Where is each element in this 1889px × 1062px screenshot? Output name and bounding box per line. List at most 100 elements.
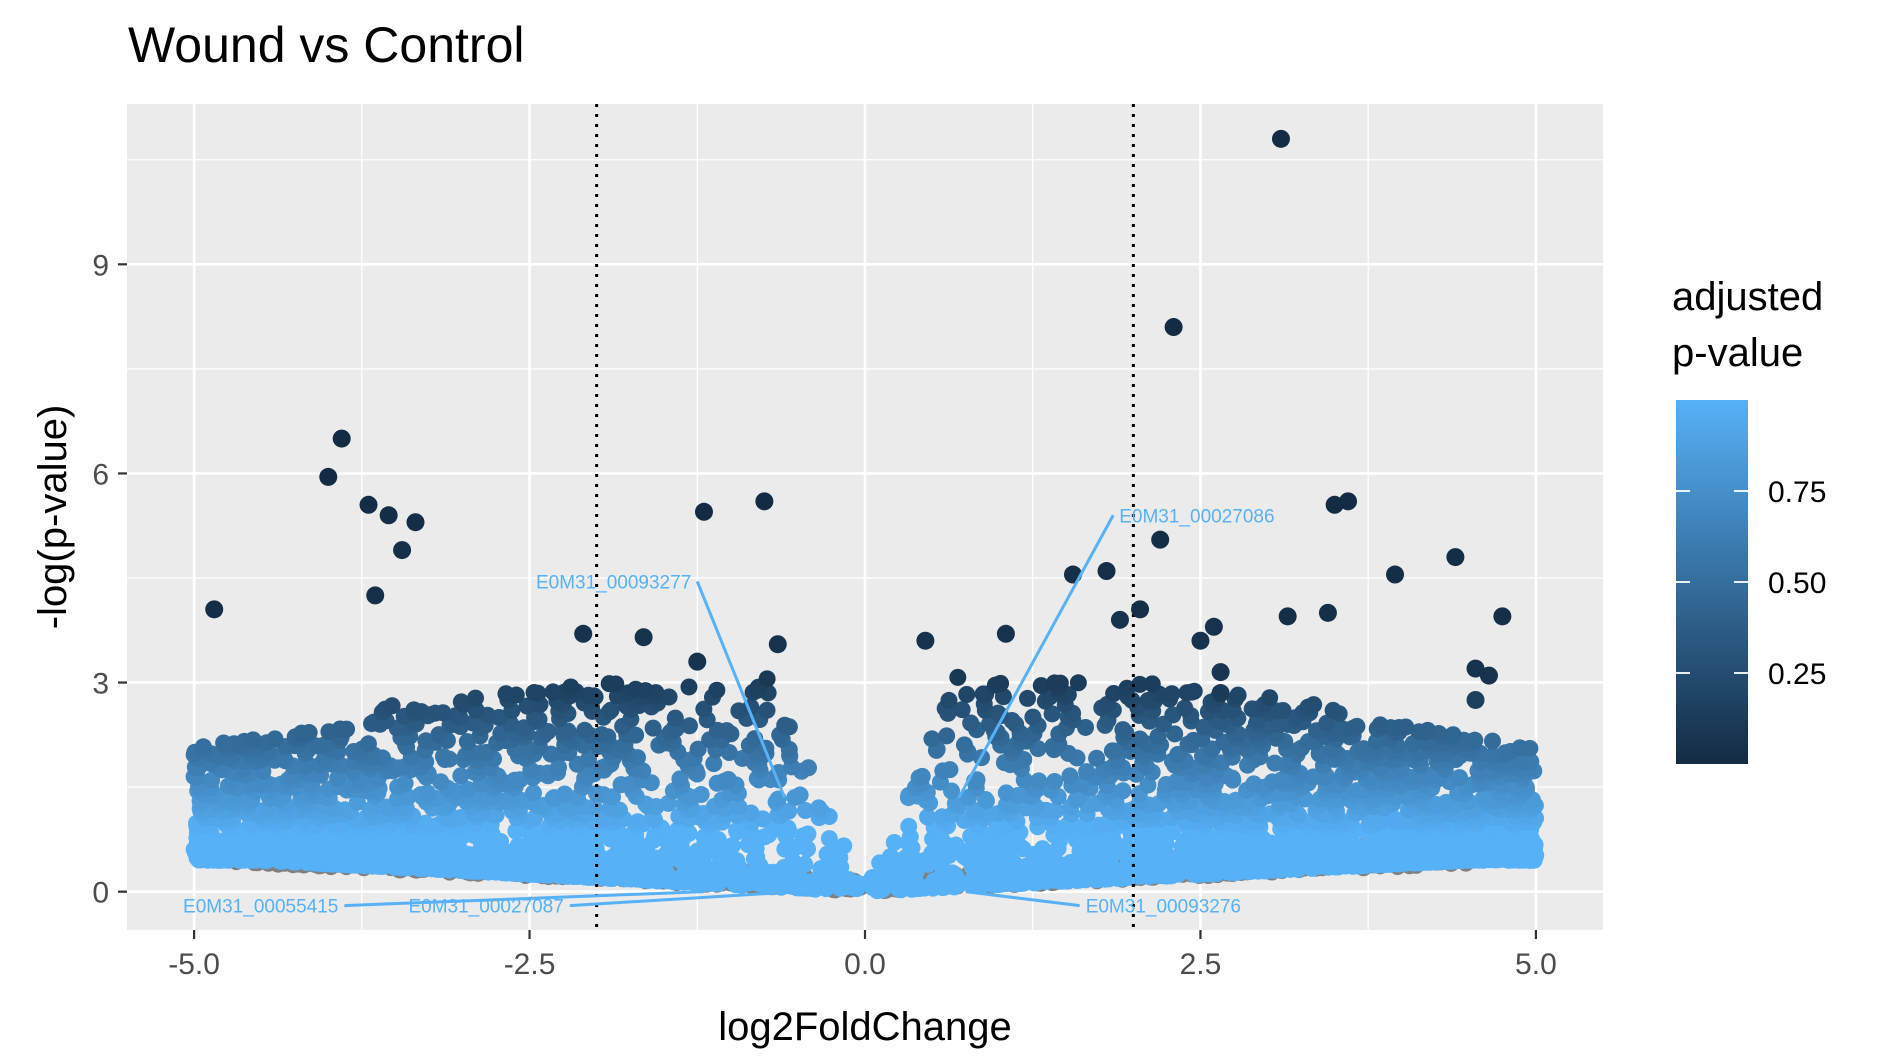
data-point [776, 716, 794, 734]
data-point [244, 731, 262, 749]
data-point [1078, 763, 1096, 781]
data-point [955, 736, 973, 754]
data-point [705, 755, 723, 773]
data-point [497, 685, 515, 703]
data-point [820, 830, 838, 848]
data-point [467, 689, 485, 707]
data-point [1437, 793, 1455, 811]
data-point [1229, 686, 1247, 704]
data-point [1077, 718, 1095, 736]
data-point [974, 685, 992, 703]
data-point [1304, 768, 1322, 786]
data-point [977, 790, 995, 808]
data-point [417, 732, 435, 750]
data-point [452, 693, 470, 711]
data-point [644, 719, 662, 737]
chart-title: Wound vs Control [128, 17, 524, 73]
data-point [1139, 776, 1157, 794]
data-point [434, 704, 452, 722]
data-point [511, 771, 529, 789]
data-point [840, 871, 858, 889]
data-point [835, 837, 853, 855]
data-point [459, 780, 477, 798]
data-point [525, 684, 543, 702]
data-point [464, 714, 482, 732]
data-point [1114, 721, 1132, 739]
data-point [913, 767, 931, 785]
data-point [629, 813, 647, 831]
data-point [1261, 689, 1279, 707]
data-point [692, 785, 710, 803]
data-point [1451, 769, 1469, 787]
data-point [1348, 717, 1366, 735]
data-point [331, 720, 349, 738]
data-point [1474, 789, 1492, 807]
data-point [1419, 721, 1437, 739]
data-point [1166, 725, 1184, 743]
data-point [940, 691, 958, 709]
data-point [316, 736, 334, 754]
data-point [666, 709, 684, 727]
data-point [1163, 685, 1181, 703]
data-point [576, 721, 594, 739]
data-point [966, 802, 984, 820]
data-point [1088, 749, 1106, 767]
data-point [544, 683, 562, 701]
data-point [791, 786, 809, 804]
data-point [524, 784, 542, 802]
data-point [556, 785, 574, 803]
data-point [1318, 714, 1336, 732]
data-point [708, 721, 726, 739]
data-point [359, 735, 377, 753]
data-point [681, 717, 699, 735]
data-point [383, 697, 401, 715]
data-point [1114, 782, 1132, 800]
data-point [1371, 716, 1389, 734]
data-point [1046, 773, 1064, 791]
data-point [194, 738, 212, 756]
data-point [452, 767, 470, 785]
data-point [518, 697, 536, 715]
data-point [203, 771, 221, 789]
data-point [300, 724, 318, 742]
data-point [1072, 818, 1090, 836]
data-point [1324, 701, 1342, 719]
data-point [900, 817, 918, 835]
data-point [968, 771, 986, 789]
data-point [671, 770, 689, 788]
data-point [997, 784, 1015, 802]
data-point [1266, 754, 1284, 772]
data-point [885, 834, 903, 852]
data-point [1061, 767, 1079, 785]
data-point [1270, 715, 1288, 733]
data-point [602, 701, 620, 719]
data-point [1034, 840, 1052, 858]
data-point [434, 747, 452, 765]
data-point [1305, 696, 1323, 714]
data-point [881, 848, 899, 866]
data-point [1245, 775, 1263, 793]
data-point [720, 743, 738, 761]
data-point [419, 784, 437, 802]
data-point [1195, 718, 1213, 736]
data-point [593, 726, 611, 744]
data-point [778, 873, 796, 891]
data-point [416, 814, 434, 832]
data-point [923, 730, 941, 748]
data-point [689, 740, 707, 758]
data-point [1070, 789, 1088, 807]
data-point [432, 773, 450, 791]
data-point [962, 714, 980, 732]
data-point [719, 771, 737, 789]
data-point [796, 802, 814, 820]
data-point [329, 769, 347, 787]
data-point [799, 825, 817, 843]
data-point [1024, 708, 1042, 726]
data-point [1176, 699, 1194, 717]
data-point [953, 701, 971, 719]
point-cloud [185, 668, 1545, 900]
data-point [958, 686, 976, 704]
data-point [941, 761, 959, 779]
data-point [669, 821, 687, 839]
